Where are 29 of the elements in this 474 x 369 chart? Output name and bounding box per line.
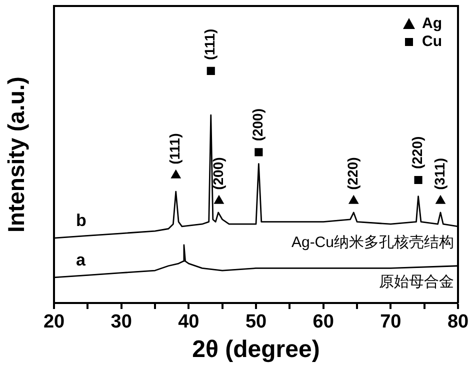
series-label: a	[76, 250, 86, 270]
x-tick-label: 20	[43, 312, 65, 333]
point	[254, 148, 263, 156]
x-tick-label: 30	[110, 312, 132, 333]
annotation: (220)	[344, 157, 360, 190]
annotation: Ag-Cu纳米多孔核壳结构	[291, 234, 454, 252]
annotation: 原始母合金	[379, 274, 454, 291]
point	[206, 66, 215, 76]
annotation: (311)	[431, 158, 448, 190]
annotation: (111)	[166, 133, 183, 164]
point	[436, 195, 446, 204]
y-axis-title: Intensity (a.u.)	[3, 76, 30, 232]
x-tick-label: 70	[380, 312, 402, 333]
annotation: (111)	[202, 28, 218, 60]
point	[171, 170, 181, 178]
x-tick-label: 60	[312, 312, 334, 333]
series-label: b	[76, 211, 86, 230]
x-tick-label: 50	[245, 312, 267, 333]
legend-label: Ag	[422, 15, 442, 32]
annotation: (200)	[210, 157, 226, 190]
annotation: (200)	[250, 108, 266, 142]
annotation: (220)	[409, 136, 426, 170]
x-tick-label: 80	[447, 312, 469, 333]
point	[348, 195, 358, 204]
x-tick-label: 40	[178, 312, 200, 333]
point	[214, 195, 224, 204]
x-axis-title: 2θ (degree)	[192, 336, 320, 364]
legend-label: Cu	[422, 33, 442, 50]
point	[414, 176, 422, 184]
